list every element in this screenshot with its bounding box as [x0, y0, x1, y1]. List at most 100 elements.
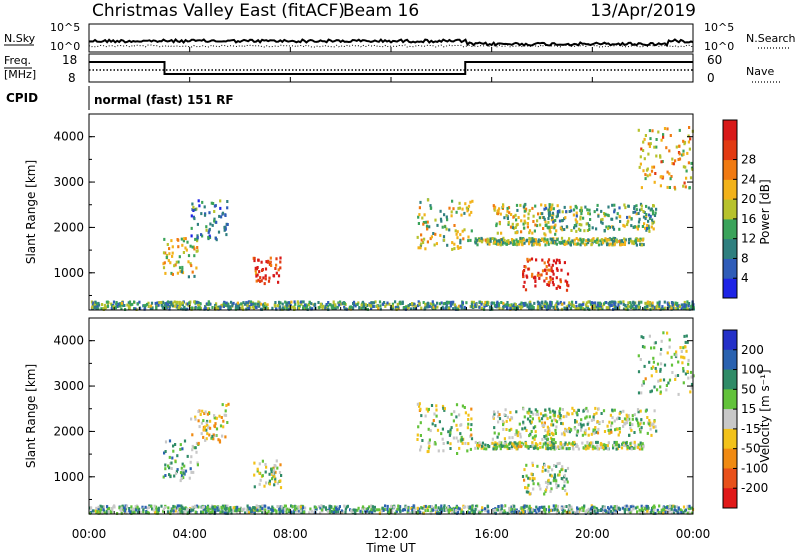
power-cell [541, 258, 544, 262]
velocity-cell [571, 446, 575, 450]
power-cell [645, 215, 648, 218]
velocity-cell [226, 421, 229, 424]
power-cell [306, 304, 309, 308]
velocity-cell [563, 480, 566, 484]
velocity-cell [564, 489, 567, 492]
velocity-cell [685, 334, 688, 338]
power-cell [213, 210, 216, 213]
power-cell [463, 307, 466, 311]
velocity-cell [420, 414, 423, 418]
power-cell [605, 225, 608, 229]
power-cell [242, 301, 245, 305]
velocity-cell [204, 410, 207, 414]
power-cell [264, 302, 267, 306]
power-cell [436, 301, 439, 305]
velocity-cell [610, 424, 613, 428]
velocity-cell [470, 407, 473, 411]
velocity-cell [637, 424, 640, 428]
velocity-cell [326, 509, 330, 513]
velocity-cell [189, 460, 192, 464]
power-cell [168, 307, 171, 311]
power-cell [455, 232, 458, 236]
power-cell [635, 204, 638, 208]
velocity-cell [659, 378, 662, 382]
power-cell [279, 256, 282, 260]
power-cell [585, 222, 588, 226]
power-cell [520, 240, 523, 244]
power-cell [532, 243, 535, 247]
velocity-cell [442, 449, 445, 453]
power-cell [469, 238, 472, 242]
velocity-cell [424, 504, 427, 508]
power-cell [630, 217, 633, 221]
power-cell [646, 223, 649, 227]
power-cell [456, 230, 459, 234]
power-cell [646, 306, 649, 310]
velocity-cell [540, 417, 544, 421]
power-cell [586, 305, 589, 309]
power-cell [484, 300, 487, 304]
power-cell [638, 165, 641, 169]
power-cell [687, 140, 690, 144]
velocity-cell [183, 439, 187, 443]
velocity-cell [469, 447, 472, 451]
power-cell [572, 303, 575, 307]
power-cell [664, 306, 667, 310]
power-cell [543, 207, 546, 211]
velocity-cell [545, 485, 549, 489]
velocity-cell [546, 425, 549, 429]
power-cell [500, 301, 503, 304]
power-cell [566, 280, 569, 284]
velocity-cell [590, 432, 593, 436]
velocity-cell [270, 467, 273, 471]
velocity-cell [108, 506, 111, 510]
power-cell [472, 300, 475, 304]
power-cell [647, 224, 650, 228]
velocity-cell [495, 508, 498, 512]
velocity-cell [654, 425, 657, 429]
power-cell [219, 206, 222, 210]
velocity-cell [671, 371, 674, 374]
power-cell [467, 235, 470, 239]
velocity-cell [611, 408, 614, 412]
velocity-cell [546, 482, 550, 486]
velocity-cell [221, 504, 225, 508]
velocity-cell [456, 428, 459, 432]
power-cell [275, 307, 278, 311]
velocity-cell [233, 509, 236, 513]
power-cell [630, 303, 633, 307]
power-cell [480, 236, 483, 240]
velocity-cell [474, 446, 477, 450]
power-cell [639, 237, 642, 241]
power-cell [444, 225, 447, 229]
power-cell [633, 205, 636, 209]
velocity-cell [545, 434, 548, 438]
velocity-cell [546, 437, 550, 441]
power-cell [189, 262, 192, 266]
velocity-cell [330, 509, 333, 513]
velocity-cell [494, 446, 497, 450]
power-cell [564, 216, 567, 220]
velocity-cell [427, 450, 430, 453]
velocity-cell [623, 504, 626, 508]
velocity-cell [503, 509, 506, 513]
velocity-cell [519, 511, 522, 515]
velocity-colorbar-swatch [723, 428, 737, 450]
velocity-cell [559, 446, 562, 450]
power-cell [243, 302, 246, 306]
power-cell [227, 302, 230, 306]
power-cell [382, 302, 385, 306]
power-cell [133, 307, 136, 311]
power-cell [402, 306, 405, 310]
velocity-cell [683, 509, 686, 513]
power-cell [550, 239, 553, 243]
velocity-cell [283, 504, 286, 508]
power-cell [411, 302, 414, 305]
power-cell [372, 305, 375, 308]
velocity-cell [183, 464, 186, 468]
power-cell [232, 301, 235, 305]
power-cell [552, 283, 555, 287]
power-cell [599, 239, 602, 243]
power-cell [449, 304, 452, 308]
velocity-cell [497, 432, 500, 436]
